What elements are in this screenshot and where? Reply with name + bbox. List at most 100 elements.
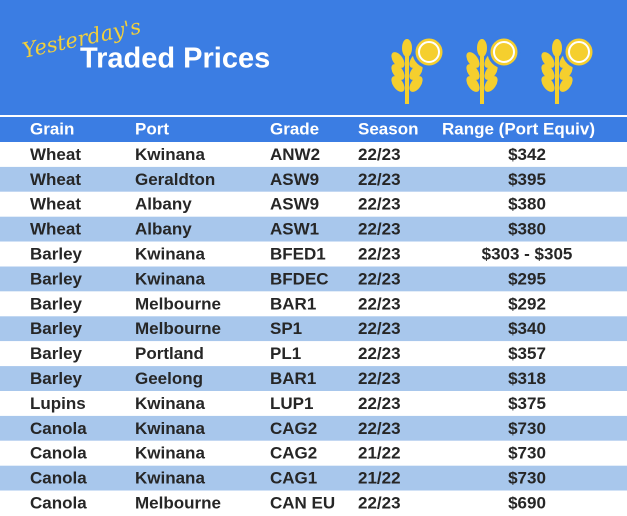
cell: Melbourne [135, 494, 221, 513]
cell: 22/23 [358, 419, 401, 438]
cell: Geraldton [135, 170, 215, 189]
column-header: Range (Port Equiv) [442, 119, 595, 138]
grain [484, 76, 498, 92]
cell: CAG1 [270, 469, 317, 488]
cell: Melbourne [135, 319, 221, 338]
cell: BFED1 [270, 245, 326, 264]
row-band [0, 391, 627, 416]
cell: 22/23 [358, 294, 401, 313]
grain [391, 76, 405, 92]
cell: 22/23 [358, 195, 401, 214]
cell: Kwinana [135, 419, 205, 438]
cell: Barley [30, 369, 83, 388]
cell: Portland [135, 344, 204, 363]
cell: Barley [30, 319, 83, 338]
grain [559, 76, 573, 92]
cell: $730 [508, 419, 546, 438]
cell: Canola [30, 469, 87, 488]
cell: 22/23 [358, 269, 401, 288]
row-band [0, 241, 627, 267]
cell: Kwinana [135, 444, 205, 463]
cell: Barley [30, 269, 83, 288]
cell: $690 [508, 494, 546, 513]
grain [402, 39, 412, 57]
cell: 22/23 [358, 494, 401, 513]
row-band [0, 366, 627, 391]
row-band [0, 291, 627, 317]
cell: Kwinana [135, 245, 205, 264]
cell: Barley [30, 294, 83, 313]
column-header: Grain [30, 119, 74, 138]
row-band [0, 465, 627, 491]
cell: $395 [508, 170, 546, 189]
row-band [0, 341, 627, 367]
cell: SP1 [270, 319, 302, 338]
cell: $318 [508, 369, 546, 388]
cell: $295 [508, 269, 546, 288]
row-band [0, 216, 627, 242]
cell: 22/23 [358, 394, 401, 413]
cell: $730 [508, 444, 546, 463]
cell: $380 [508, 220, 546, 239]
grain [541, 76, 555, 92]
grain [466, 52, 480, 68]
cell: $303 - $305 [482, 245, 573, 264]
cell: Geelong [135, 369, 203, 388]
column-header: Grade [270, 119, 319, 138]
grain [541, 52, 555, 68]
grain [477, 39, 487, 57]
table: Grain Port Grade Season Range (Port Equiv) Wh… [0, 119, 627, 516]
cell: $375 [508, 394, 546, 413]
grain [391, 64, 405, 80]
cell: $730 [508, 469, 546, 488]
grain [484, 64, 498, 80]
cell: $380 [508, 195, 546, 214]
grain [552, 39, 562, 57]
row-band [0, 266, 627, 292]
row-band [0, 490, 627, 516]
cell: Melbourne [135, 294, 221, 313]
cell: ASW1 [270, 220, 319, 239]
header-band [0, 0, 627, 115]
cell: Kwinana [135, 269, 205, 288]
cell: 22/23 [358, 319, 401, 338]
cell: BAR1 [270, 369, 316, 388]
cell: PL1 [270, 344, 301, 363]
coin-inner [568, 41, 590, 63]
cell: Wheat [30, 170, 81, 189]
cell: Lupins [30, 394, 86, 413]
row-band [0, 166, 627, 192]
grain [391, 52, 405, 68]
cell: LUP1 [270, 394, 313, 413]
cell: Wheat [30, 145, 81, 164]
cell: 22/23 [358, 344, 401, 363]
column-header: Port [135, 119, 169, 138]
cell: $292 [508, 294, 546, 313]
cell: Kwinana [135, 145, 205, 164]
cell: $357 [508, 344, 546, 363]
cell: Barley [30, 245, 83, 264]
cell: 22/23 [358, 220, 401, 239]
cell: $342 [508, 145, 546, 164]
title: Traded Prices [80, 43, 270, 75]
cell: Canola [30, 419, 87, 438]
icons [391, 35, 596, 104]
coin-inner [493, 41, 515, 63]
table-header-band [0, 117, 627, 142]
wheat-coin-icon [391, 35, 446, 104]
cell: ANW2 [270, 145, 320, 164]
cell: BAR1 [270, 294, 316, 313]
cell: 21/22 [358, 469, 401, 488]
cell: ASW9 [270, 195, 319, 214]
row-band [0, 316, 627, 342]
cell: CAG2 [270, 444, 317, 463]
row-band [0, 142, 627, 167]
wheat-coin-icon [466, 35, 521, 104]
cell: $340 [508, 319, 546, 338]
row-band [0, 415, 627, 441]
grain [541, 64, 555, 80]
grain [559, 64, 573, 80]
cell: Canola [30, 494, 87, 513]
coin-inner [418, 41, 440, 63]
